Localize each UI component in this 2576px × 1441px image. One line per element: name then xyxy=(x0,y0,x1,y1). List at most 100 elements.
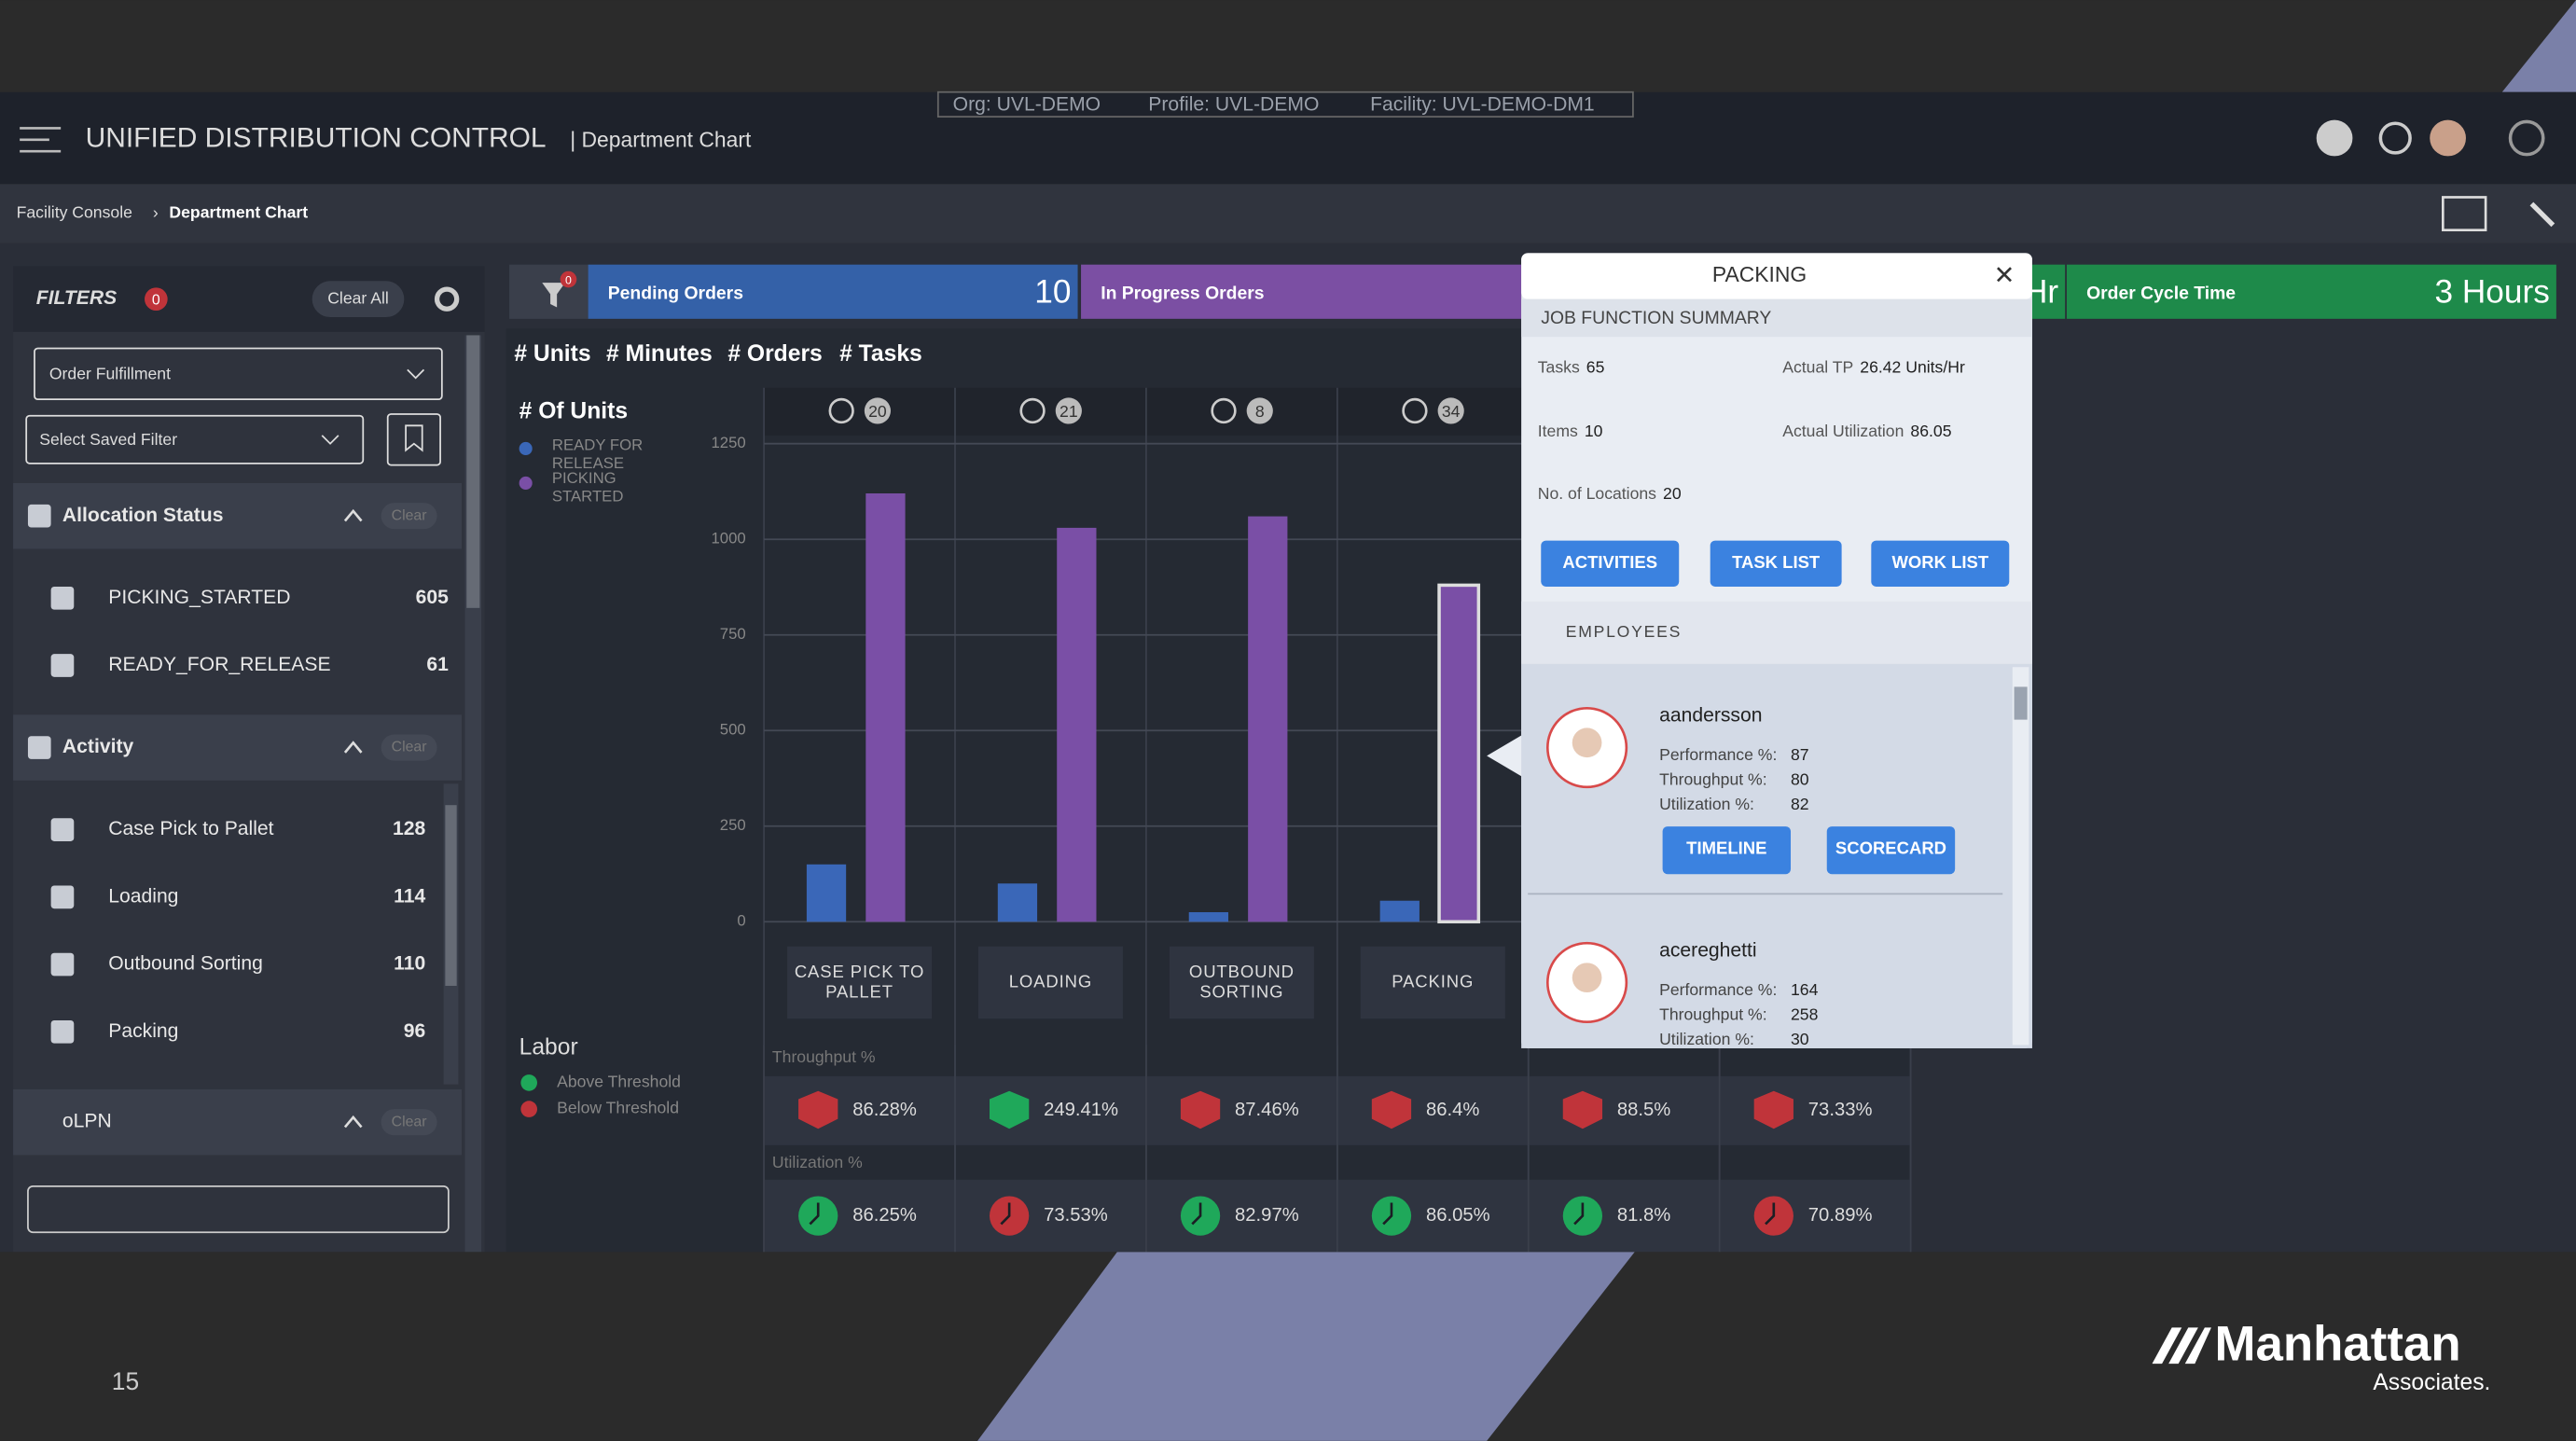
tab[interactable]: # Minutes xyxy=(606,341,713,367)
tab[interactable]: # Units xyxy=(514,341,590,367)
tab[interactable]: # Tasks xyxy=(839,341,922,367)
throughput-value: 249.41% xyxy=(1044,1100,1118,1120)
stat-label: Actual TP xyxy=(1782,357,1853,376)
app-header xyxy=(0,91,2576,185)
employee-button[interactable] xyxy=(1826,826,1956,875)
tab[interactable]: # Orders xyxy=(727,341,822,367)
context-label: Org: UVL-DEMO xyxy=(953,93,1101,115)
labor-title: Labor xyxy=(519,1034,578,1060)
chevron xyxy=(343,1115,363,1129)
settings-icon[interactable] xyxy=(2529,201,2555,228)
filters-panel: FILTERS 0 Clear All Order Fulfillment Select… xyxy=(13,266,485,1253)
kpi-label: In Progress Orders xyxy=(1101,284,1264,304)
badge-count: 0 xyxy=(565,274,572,287)
checkbox[interactable] xyxy=(27,504,51,528)
dropdown[interactable] xyxy=(25,414,365,464)
action-button[interactable] xyxy=(1541,540,1680,587)
field-label: Performance %: xyxy=(1659,745,1777,764)
legend-label: READY FOR RELEASE xyxy=(551,438,644,474)
utilization-value: 81.8% xyxy=(1617,1205,1670,1226)
chat-icon[interactable] xyxy=(2316,119,2353,157)
decor xyxy=(2501,0,2576,92)
checkbox[interactable] xyxy=(50,654,75,677)
clear-button[interactable] xyxy=(381,1109,437,1136)
clear-button[interactable] xyxy=(381,734,437,761)
clock-hand xyxy=(809,1202,820,1226)
scroll-thumb xyxy=(445,805,457,986)
context-box xyxy=(936,90,1634,118)
close-button[interactable] xyxy=(1997,267,2012,283)
stat-value: 65 xyxy=(1586,357,1605,376)
checkbox[interactable] xyxy=(50,818,75,841)
person-icon xyxy=(828,397,854,424)
checkbox[interactable] xyxy=(27,736,51,759)
filter-count: 96 xyxy=(404,1020,426,1042)
throughput-icon xyxy=(1180,1090,1221,1129)
y-tick-label: 500 xyxy=(720,721,746,739)
checkbox[interactable] xyxy=(50,1019,75,1044)
breadcrumb-link[interactable]: Facility Console xyxy=(17,203,132,222)
x-tick-label: PACKING xyxy=(1392,972,1475,992)
avatar-face xyxy=(1572,963,1602,993)
section-header xyxy=(1521,298,2032,338)
field-label: Utilization %: xyxy=(1659,795,1754,813)
button-label: SCORECARD xyxy=(1835,838,1946,858)
kpi-value: 10 xyxy=(1034,274,1071,311)
stat-label: Actual Utilization xyxy=(1782,422,1904,440)
filter-option: Case Pick to Pallet xyxy=(108,818,273,839)
help-icon[interactable] xyxy=(2378,121,2412,155)
bookmark-icon xyxy=(405,424,423,452)
group-title: Activity xyxy=(62,736,134,757)
bookmark-button[interactable] xyxy=(386,413,441,466)
y-tick-label: 250 xyxy=(720,816,746,834)
headcount-badge xyxy=(1437,397,1464,424)
avatar[interactable] xyxy=(2430,119,2466,157)
checkbox[interactable] xyxy=(50,885,75,909)
badge-count: 0 xyxy=(152,293,160,309)
checkbox[interactable] xyxy=(50,952,75,977)
kpi-card xyxy=(2031,264,2066,319)
clear-all-label: Clear All xyxy=(327,288,389,307)
clear-button[interactable] xyxy=(381,503,437,530)
clear-all-button[interactable] xyxy=(312,281,405,318)
page-title: | Department Chart xyxy=(570,128,752,152)
utilization-value: 82.97% xyxy=(1235,1205,1299,1226)
utilization-value: 73.53% xyxy=(1044,1205,1108,1226)
bar xyxy=(1379,900,1420,922)
brand-sub: Associates. xyxy=(2373,1370,2490,1395)
dropdown-value: Order Fulfillment xyxy=(49,364,171,382)
filter-count: 128 xyxy=(393,818,425,839)
throughput-icon xyxy=(1371,1090,1412,1129)
clear-label: Clear xyxy=(392,740,428,755)
avatar-face xyxy=(1572,727,1602,758)
field-label: Performance %: xyxy=(1659,980,1777,999)
chevron xyxy=(343,741,363,754)
legend-swatch xyxy=(520,1074,538,1091)
bar xyxy=(866,493,906,922)
checkbox[interactable] xyxy=(50,586,75,610)
bar xyxy=(997,883,1038,922)
legend-swatch xyxy=(520,1101,538,1117)
field-value: 82 xyxy=(1791,795,1809,813)
popup: PACKING JOB FUNCTION SUMMARY Tasks 65 Actual… xyxy=(1487,253,2032,1048)
filter-count: 114 xyxy=(394,885,425,907)
headcount-badge xyxy=(864,397,892,424)
row-label: Throughput % xyxy=(772,1047,876,1066)
legend-swatch xyxy=(519,441,533,456)
refresh-icon[interactable] xyxy=(2508,119,2545,157)
filter-option: PICKING_STARTED xyxy=(108,587,290,608)
legend-label: PICKING STARTED xyxy=(552,472,624,506)
mail-icon[interactable] xyxy=(2441,196,2487,232)
button-label: ACTIVITIES xyxy=(1562,552,1657,572)
person-icon xyxy=(1211,397,1237,424)
gear-icon[interactable] xyxy=(434,286,460,312)
olpn-input[interactable] xyxy=(27,1185,450,1234)
action-button[interactable] xyxy=(1871,540,2010,587)
scroll-thumb xyxy=(2014,686,2028,720)
dropdown[interactable] xyxy=(34,347,443,401)
action-button[interactable] xyxy=(1710,540,1842,587)
menu-icon[interactable] xyxy=(20,127,62,153)
employee-button[interactable] xyxy=(1662,826,1792,875)
